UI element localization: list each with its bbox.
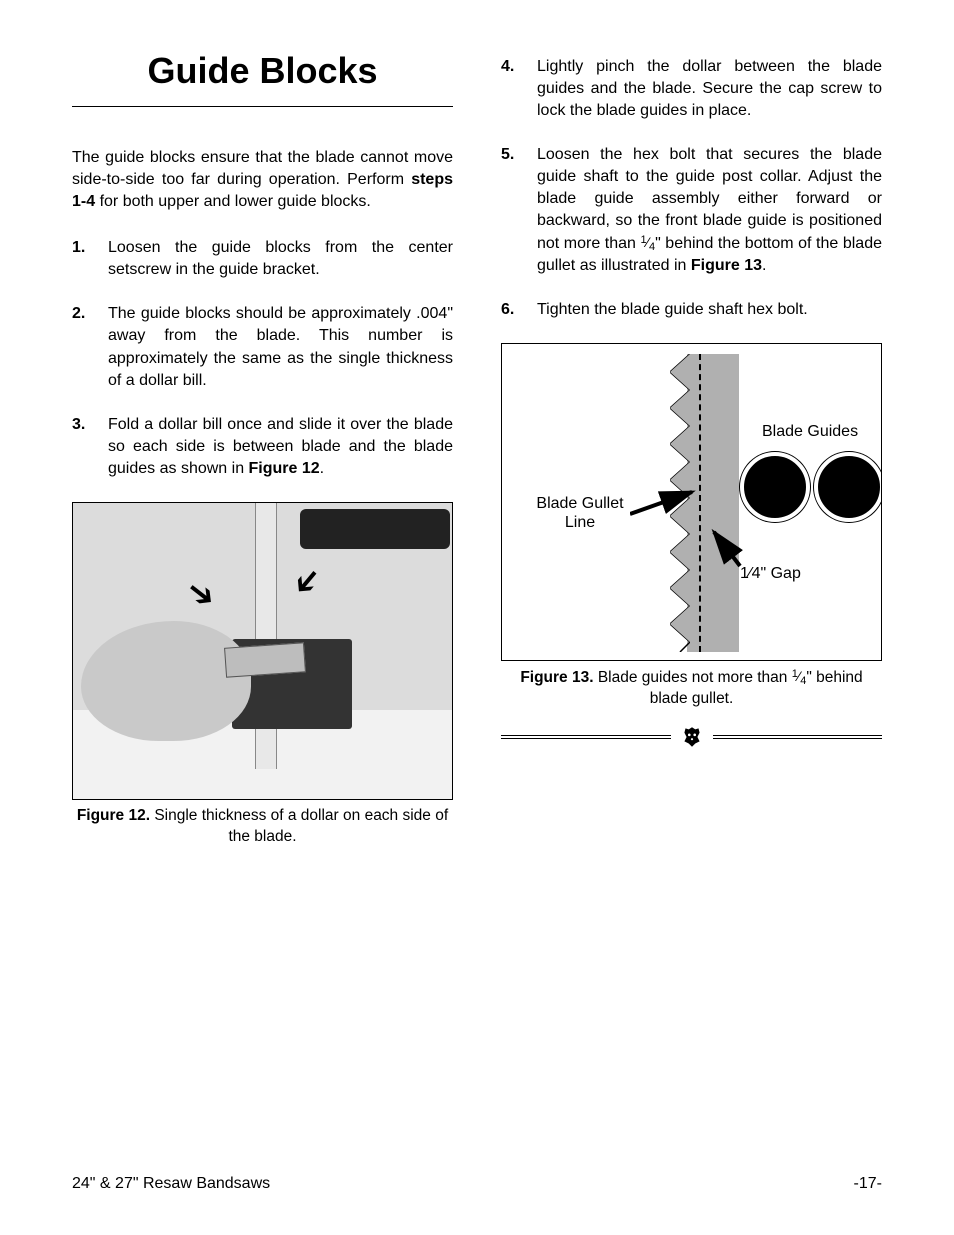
page: Guide Blocks The guide blocks ensure tha…: [0, 0, 954, 1235]
step-number: 5.: [501, 144, 519, 277]
bear-icon: [679, 724, 705, 750]
step-number: 6.: [501, 299, 519, 321]
step-text: Loosen the hex bolt that secures the bla…: [537, 144, 882, 277]
figure-12: ➔ ➔ Figure 12. Single thickness of a dol…: [72, 502, 453, 848]
caption-rest: Single thickness of a dollar on each sid…: [150, 807, 448, 845]
figure-12-image: ➔ ➔: [72, 502, 453, 800]
photo-hand: [81, 621, 251, 741]
page-footer: 24" & 27" Resaw Bandsaws -17-: [72, 1175, 882, 1193]
step-5-post: .: [762, 257, 766, 274]
step-number: 2.: [72, 303, 90, 391]
figure-12-caption: Figure 12. Single thickness of a dollar …: [72, 806, 453, 848]
step-4: 4. Lightly pinch the dollar between the …: [501, 56, 882, 122]
arrow-icon: ➔: [177, 569, 224, 618]
label-blade-gullet-line: Blade Gullet Line: [520, 494, 640, 532]
page-title: Guide Blocks: [72, 50, 453, 92]
arrow-icon: ➔: [283, 558, 332, 606]
step-text: Fold a dollar bill once and slide it ove…: [108, 414, 453, 480]
step-text: The guide blocks should be approximately…: [108, 303, 453, 391]
label-line1: Blade Gullet: [536, 495, 623, 512]
step-3-post: .: [320, 460, 324, 477]
caption-bold: Figure 13.: [520, 669, 593, 686]
step-3: 3. Fold a dollar bill once and slide it …: [72, 414, 453, 480]
step-5-bold: Figure 13: [691, 257, 762, 274]
title-divider: [72, 106, 453, 107]
step-number: 4.: [501, 56, 519, 122]
photo-dollar-bill: [224, 642, 306, 678]
arrow-gullet-icon: [630, 484, 710, 524]
diagram-blade-guide-rear: [814, 452, 882, 522]
arrow-gap-icon: [702, 524, 752, 574]
intro-text-a: The guide blocks ensure that the blade c…: [72, 149, 453, 188]
step-text: Tighten the blade guide shaft hex bolt.: [537, 299, 882, 321]
intro-text-c: for both upper and lower guide blocks.: [95, 193, 371, 210]
step-text: Loosen the guide blocks from the center …: [108, 237, 453, 281]
step-1: 1. Loosen the guide blocks from the cent…: [72, 237, 453, 281]
right-column: 4. Lightly pinch the dollar between the …: [501, 50, 882, 848]
ornament-line-right: [713, 735, 883, 739]
right-steps-list: 4. Lightly pinch the dollar between the …: [501, 56, 882, 321]
step-5: 5. Loosen the hex bolt that secures the …: [501, 144, 882, 277]
step-number: 1.: [72, 237, 90, 281]
figure-13-caption: Figure 13. Blade guides not more than 1⁄…: [501, 667, 882, 710]
step-2: 2. The guide blocks should be approximat…: [72, 303, 453, 391]
label-gap: 1⁄4" Gap: [740, 564, 830, 583]
photo-blade: [255, 503, 277, 769]
step-6: 6. Tighten the blade guide shaft hex bol…: [501, 299, 882, 321]
caption-bold: Figure 12.: [77, 807, 150, 824]
caption-a: Blade guides not more than: [594, 669, 792, 686]
section-end-ornament: [501, 724, 882, 750]
step-text: Lightly pinch the dollar between the bla…: [537, 56, 882, 122]
gap-suf: 4" Gap: [752, 565, 801, 582]
diagram-inner: Blade Guides Blade Gullet Line 1⁄4" Gap: [502, 344, 881, 660]
left-steps-list: 1. Loosen the guide blocks from the cent…: [72, 237, 453, 480]
footer-right: -17-: [854, 1175, 882, 1193]
label-line2: Line: [565, 514, 595, 531]
fraction: 1⁄4: [640, 235, 655, 252]
footer-left: 24" & 27" Resaw Bandsaws: [72, 1175, 270, 1193]
label-blade-guides: Blade Guides: [762, 422, 882, 441]
intro-paragraph: The guide blocks ensure that the blade c…: [72, 147, 453, 213]
figure-13-diagram: Blade Guides Blade Gullet Line 1⁄4" Gap: [501, 343, 882, 661]
two-column-layout: Guide Blocks The guide blocks ensure tha…: [72, 50, 882, 848]
step-3-bold: Figure 12: [249, 460, 320, 477]
diagram-blade-guide-front: [740, 452, 810, 522]
left-column: Guide Blocks The guide blocks ensure tha…: [72, 50, 453, 848]
ornament-line-left: [501, 735, 671, 739]
step-number: 3.: [72, 414, 90, 480]
photo-guide-arm: [300, 509, 450, 549]
fraction: 1⁄4: [792, 669, 807, 686]
